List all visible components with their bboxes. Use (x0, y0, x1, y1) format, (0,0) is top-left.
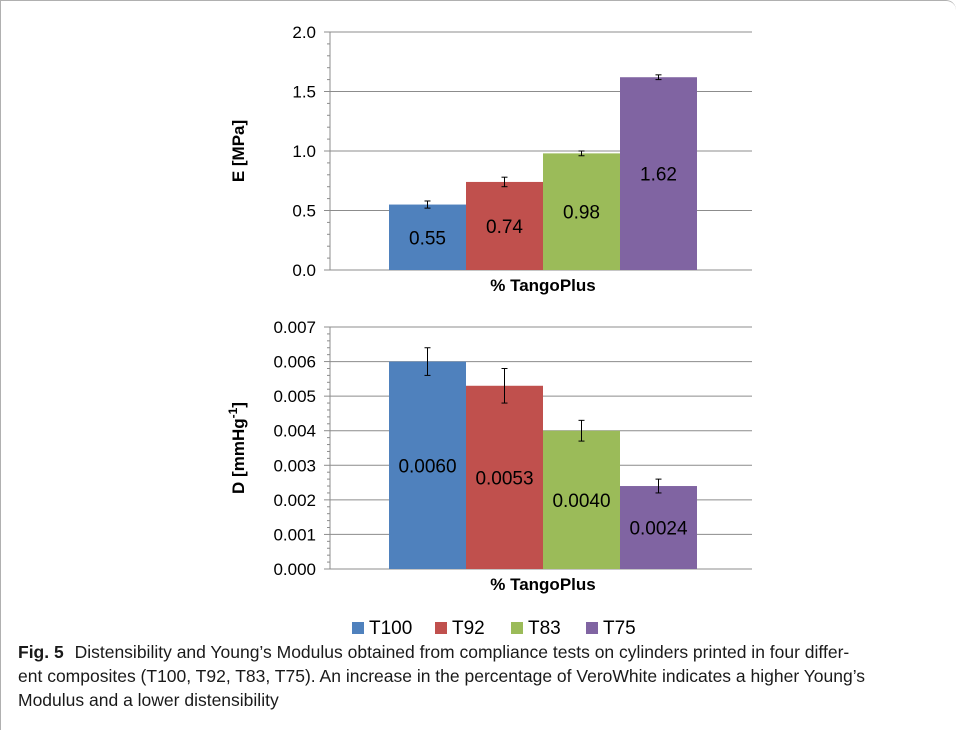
chart-panel-2: 0.000 0.001 0.002 0.003 0.004 0.005 0.006 0.007… (226, 318, 752, 594)
data-label: 0.0053 (475, 468, 533, 489)
y-tick-label: 0.002 (273, 491, 316, 510)
legend-label: T100 (369, 618, 412, 639)
bar-T100 (389, 204, 466, 270)
legend-label: T92 (452, 618, 485, 639)
data-label: 0.0040 (552, 491, 610, 512)
figure-caption: Fig. 5 Distensibility and Young’s Modulu… (18, 640, 938, 712)
bar-T100 (389, 361, 466, 569)
legend-swatch (511, 622, 523, 634)
caption-line-1: Distensibility and Young’s Modulus obtai… (74, 642, 850, 662)
data-label: 0.0024 (629, 519, 688, 540)
chart-panel-1: 0.0 0.5 1.0 1.5 2.0 0.55 0.74 0.98 1.62 % TangoPl… (229, 23, 752, 295)
legend-swatch (586, 622, 598, 634)
chart-canvas: 0.0 0.5 1.0 1.5 2.0 0.55 0.74 0.98 1.62 % TangoPl… (226, 23, 752, 639)
y-tick-label: 0.007 (273, 318, 316, 337)
legend-label: T75 (603, 618, 636, 639)
caption-label: Fig. 5 (18, 642, 64, 662)
bar-T92 (466, 385, 543, 569)
bar-T83 (543, 430, 620, 569)
y-tick-label: 0.004 (273, 422, 316, 441)
y-tick-label: 0.000 (273, 560, 316, 579)
data-label: 1.62 (640, 165, 677, 186)
caption-line-2: ent composites (T100, T92, T83, T75). An… (18, 666, 866, 686)
x-axis-label: % TangoPlus (490, 575, 595, 594)
y-tick-label: 0.5 (292, 202, 316, 221)
y-tick-label: 0.003 (273, 456, 316, 475)
legend-swatch (352, 622, 364, 634)
y-tick-label: 1.5 (292, 83, 316, 102)
y-axis-label: E [MPa] (229, 120, 248, 182)
y-axis-label: D [mmHg-1] (226, 402, 248, 494)
y-tick-label: 0.005 (273, 387, 316, 406)
y-tick-label: 0.001 (273, 525, 316, 544)
data-label: 0.98 (563, 203, 600, 224)
y-tick-label: 0.006 (273, 353, 316, 372)
data-label: 0.74 (486, 217, 523, 238)
legend-label: T83 (528, 618, 561, 639)
bar-T75 (620, 486, 697, 569)
data-label: 0.0060 (398, 456, 456, 477)
bar-T92 (466, 181, 543, 270)
x-axis-label: % TangoPlus (490, 276, 595, 295)
y-tick-label: 2.0 (292, 23, 316, 42)
legend-swatch (435, 622, 447, 634)
caption-line-3: Modulus and a lower distensibility (18, 690, 279, 710)
bar-T83 (543, 153, 620, 270)
legend: T100 T92 T83 T75 (352, 618, 636, 639)
y-tick-label: 0.0 (292, 261, 316, 280)
bar-T75 (620, 77, 697, 270)
y-tick-label: 1.0 (292, 142, 316, 161)
data-label: 0.55 (409, 228, 446, 249)
